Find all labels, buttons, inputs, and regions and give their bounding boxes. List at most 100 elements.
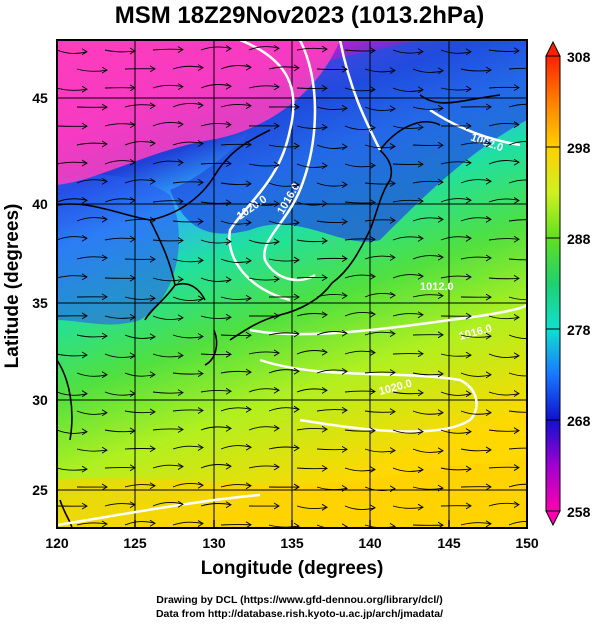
- streamline: [152, 277, 184, 282]
- streamline: [76, 334, 108, 338]
- colorbar-tick-label: 278: [567, 322, 591, 338]
- streamline: [296, 47, 328, 51]
- streamline: [268, 369, 300, 374]
- streamline-arrow: [321, 45, 328, 53]
- streamline-arrow: [389, 447, 396, 454]
- streamline: [508, 258, 527, 261]
- streamline: [440, 275, 472, 279]
- streamline-arrow: [197, 295, 204, 303]
- streamline: [124, 104, 156, 108]
- streamline-arrow: [389, 67, 396, 74]
- streamline: [460, 68, 492, 72]
- plot-area: 1020.0 1016.0 1012.0 1016.0 1020.0 1002.…: [57, 40, 539, 528]
- streamline: [440, 198, 472, 203]
- streamline: [124, 141, 156, 146]
- streamline-arrow: [225, 276, 232, 284]
- streamline: [344, 125, 376, 130]
- x-tick-label: 120: [45, 535, 69, 551]
- streamline-arrow: [369, 236, 376, 243]
- streamline: [412, 448, 444, 453]
- streamline: [412, 372, 444, 376]
- streamline: [344, 49, 376, 52]
- streamline: [152, 315, 184, 320]
- streamline-arrow: [129, 196, 136, 204]
- streamline: [248, 85, 280, 89]
- streamline: [200, 162, 232, 165]
- streamline: [508, 219, 527, 222]
- streamline-arrow: [321, 84, 328, 92]
- streamline: [316, 106, 348, 110]
- streamline-arrow: [389, 408, 396, 416]
- streamline: [172, 521, 204, 526]
- streamline: [248, 239, 280, 244]
- streamline-arrow: [417, 350, 424, 358]
- streamline-arrow: [149, 333, 156, 341]
- streamline-arrow: [101, 371, 108, 379]
- streamline-arrow: [149, 482, 156, 490]
- streamline: [104, 123, 136, 127]
- streamline-arrow: [273, 238, 280, 246]
- streamline: [460, 334, 492, 338]
- streamline-arrow: [81, 390, 88, 398]
- streamline: [57, 391, 88, 396]
- streamline: [152, 428, 184, 431]
- streamline: [508, 483, 527, 488]
- streamline: [200, 389, 232, 393]
- streamline-arrow: [245, 257, 252, 265]
- credit-line-data: Data from http://database.rish.kyoto-u.a…: [155, 608, 444, 620]
- streamline: [152, 353, 184, 358]
- streamline: [172, 103, 204, 108]
- streamline-arrow: [534, 140, 539, 146]
- streamline: [172, 220, 204, 223]
- streamline-arrow: [321, 200, 328, 207]
- streamline-arrow: [293, 405, 300, 413]
- streamline-arrow: [513, 464, 520, 471]
- streamline: [172, 65, 204, 70]
- streamline-arrow: [101, 520, 108, 528]
- streamline-arrow: [534, 103, 539, 109]
- streamline: [200, 46, 232, 51]
- streamline-arrow: [534, 520, 539, 526]
- streamline-arrow: [101, 332, 108, 340]
- streamline: [296, 467, 328, 470]
- streamline-arrow: [129, 501, 136, 509]
- streamline-arrow: [81, 351, 88, 359]
- streamline: [364, 68, 396, 73]
- x-tick-label: 140: [358, 535, 382, 551]
- streamline: [460, 256, 492, 260]
- streamline: [316, 486, 348, 491]
- colorbar-tick-label: 258: [567, 504, 591, 520]
- streamline: [152, 84, 184, 89]
- streamline-arrow: [417, 234, 424, 242]
- streamline-arrow: [341, 218, 348, 226]
- streamline-arrow: [417, 466, 424, 474]
- streamline: [460, 372, 492, 377]
- streamline-arrow: [273, 386, 280, 394]
- streamline-arrow: [149, 294, 156, 302]
- streamline-arrow: [534, 446, 539, 452]
- streamline-arrow: [197, 257, 204, 264]
- streamline-arrow: [101, 177, 108, 185]
- streamline-arrow: [437, 292, 444, 300]
- streamline-arrow: [129, 427, 136, 435]
- streamline-arrow: [437, 215, 444, 223]
- streamline-arrow: [369, 199, 376, 206]
- streamline-arrow: [437, 331, 444, 339]
- streamline: [316, 220, 348, 224]
- streamline: [57, 87, 88, 91]
- streamline: [124, 179, 156, 184]
- streamline-arrow: [341, 255, 348, 263]
- streamline-arrow: [177, 197, 184, 205]
- streamline-arrow: [197, 140, 204, 147]
- streamline: [57, 429, 88, 434]
- streamline: [488, 429, 520, 432]
- streamline: [344, 274, 376, 279]
- streamline: [488, 502, 520, 507]
- streamline: [316, 294, 348, 298]
- streamline-arrow: [177, 276, 184, 283]
- streamline-arrow: [341, 65, 348, 73]
- streamline-arrow: [293, 103, 300, 111]
- streamline: [220, 258, 252, 263]
- streamline: [344, 429, 376, 432]
